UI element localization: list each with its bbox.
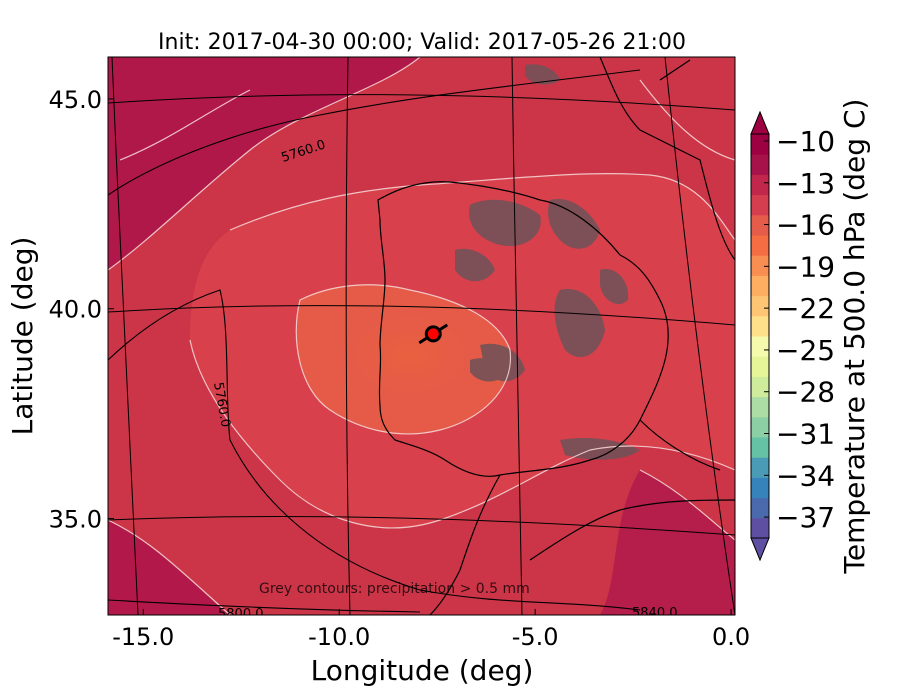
chart-title: Init: 2017-04-30 00:00; Valid: 2017-05-2… <box>158 30 686 55</box>
colorbar-band <box>751 517 769 539</box>
colorbar-tick-label: −19 <box>776 250 835 283</box>
plot-frame <box>107 56 736 616</box>
precipitation-patches <box>455 64 640 460</box>
colorbar-band <box>751 396 769 418</box>
y-tick-label: 35.0 <box>49 506 102 534</box>
colorbar-band <box>751 214 769 236</box>
y-axis-ticks: 35.0 40.0 45.0 <box>49 86 114 534</box>
colorbar-tick-label: −10 <box>776 125 835 158</box>
y-tick-label: 40.0 <box>49 296 102 324</box>
colorbar-band <box>751 275 769 297</box>
x-tick-label: -10.0 <box>308 623 370 651</box>
coastlines <box>377 57 735 615</box>
location-marker <box>418 323 449 345</box>
y-tick-label: 45.0 <box>49 86 102 114</box>
colorbar-tick-label: −22 <box>776 292 835 325</box>
map-panel: 5760.0 5760.0 5800.0 5840.0 Grey contour… <box>108 57 735 622</box>
colorbar-tick-label: −34 <box>776 459 835 492</box>
colorbar-tick-label: −25 <box>776 334 835 367</box>
colorbar-band <box>751 497 769 519</box>
x-tick-label: 0.0 <box>712 623 750 651</box>
colorbar-top-extend <box>750 110 770 135</box>
colorbar-band <box>751 154 769 175</box>
colorbar-bottom-extend <box>750 537 770 562</box>
colorbar-tick-label: −31 <box>776 418 835 451</box>
x-tick-label: -15.0 <box>112 623 174 651</box>
colorbar-band <box>751 174 769 196</box>
contour-label-4: 5840.0 <box>632 606 678 621</box>
colorbar-band <box>751 194 769 216</box>
colorbar-band <box>751 295 769 317</box>
colorbar-band <box>751 356 769 377</box>
colorbar-tick-label: −37 <box>776 501 835 534</box>
geopotential-contours <box>108 69 641 613</box>
colorbar-band <box>751 416 769 438</box>
colorbar-band <box>751 235 769 256</box>
colorbar-tick-label: −16 <box>776 209 835 242</box>
x-axis-label: Longitude (deg) <box>311 654 534 687</box>
colorbar-band <box>751 457 769 478</box>
colorbar-band <box>751 255 769 276</box>
colorbar-frame <box>750 133 770 539</box>
colorbar-band <box>751 336 769 357</box>
colorbar-band <box>751 134 769 155</box>
temperature-contours <box>108 57 735 615</box>
marker-circle <box>424 325 442 343</box>
contour-label-3: 5800.0 <box>218 607 264 622</box>
colorbar-tick-label: −28 <box>776 376 835 409</box>
temperature-field-dark-se <box>600 470 735 615</box>
colorbar-label: Temperature at 500.0 hPa (deg C) <box>838 99 871 575</box>
temperature-field-core <box>315 290 505 420</box>
colorbar-ticks: −10 −13 −16 −19 −22 −25 −28 −31 −34 −37 <box>764 125 835 534</box>
precipitation-annotation: Grey contours: precipitation > 0.5 mm <box>259 581 530 597</box>
colorbar: −10 −13 −16 −19 −22 −25 −28 −31 −34 −37 Temperatu… <box>750 99 871 575</box>
temperature-field-dark-nw <box>108 57 420 270</box>
temperature-field-dark-sw <box>108 520 230 615</box>
colorbar-band <box>751 437 769 458</box>
graticule <box>108 57 735 615</box>
colorbar-band <box>751 376 769 398</box>
colorbar-band <box>751 315 769 337</box>
x-tick-label: -5.0 <box>512 623 559 651</box>
colorbar-bands <box>751 134 769 539</box>
x-axis-ticks: -15.0 -10.0 -5.0 0.0 <box>112 609 750 651</box>
y-axis-label: Latitude (deg) <box>6 237 39 436</box>
colorbar-tick-label: −13 <box>776 167 835 200</box>
colorbar-band <box>751 477 769 499</box>
